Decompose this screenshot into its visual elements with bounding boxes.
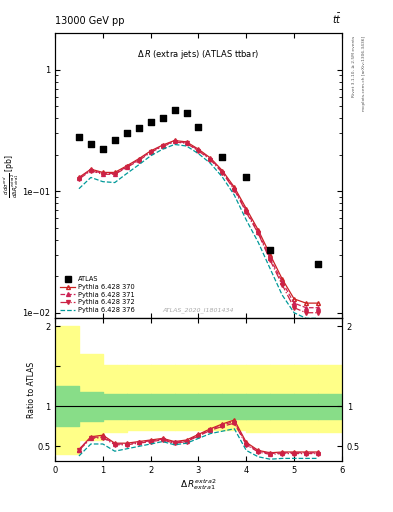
Text: Rivet 3.1.10, ≥ 2.5M events: Rivet 3.1.10, ≥ 2.5M events bbox=[352, 36, 356, 97]
X-axis label: $\Delta\,R^{extra2}_{extra1}$: $\Delta\,R^{extra2}_{extra1}$ bbox=[180, 477, 217, 493]
Text: $t\bar{t}$: $t\bar{t}$ bbox=[332, 12, 342, 26]
Y-axis label: Ratio to ATLAS: Ratio to ATLAS bbox=[27, 361, 36, 418]
ATLAS bbox=[160, 114, 166, 122]
ATLAS bbox=[112, 136, 118, 144]
Y-axis label: $\frac{d\,d\sigma^{ord}}{d\Delta R_{extra1}^{extra2}}$ [pb]: $\frac{d\,d\sigma^{ord}}{d\Delta R_{extr… bbox=[1, 154, 21, 198]
ATLAS bbox=[315, 260, 321, 268]
ATLAS bbox=[219, 153, 226, 161]
ATLAS bbox=[243, 174, 250, 182]
Legend: ATLAS, Pythia 6.428 370, Pythia 6.428 371, Pythia 6.428 372, Pythia 6.428 376: ATLAS, Pythia 6.428 370, Pythia 6.428 37… bbox=[58, 273, 138, 315]
ATLAS bbox=[171, 105, 178, 114]
ATLAS bbox=[195, 123, 202, 131]
ATLAS bbox=[76, 133, 82, 141]
ATLAS bbox=[184, 109, 190, 117]
Text: ATLAS_2020_I1801434: ATLAS_2020_I1801434 bbox=[163, 307, 234, 313]
ATLAS bbox=[124, 129, 130, 137]
ATLAS bbox=[88, 140, 94, 148]
Text: mcplots.cern.ch [arXiv:1306.3436]: mcplots.cern.ch [arXiv:1306.3436] bbox=[362, 36, 365, 111]
ATLAS bbox=[100, 144, 106, 153]
Text: $\Delta\,R$ (extra jets) (ATLAS ttbar): $\Delta\,R$ (extra jets) (ATLAS ttbar) bbox=[138, 48, 259, 60]
ATLAS bbox=[267, 246, 274, 254]
Text: 13000 GeV pp: 13000 GeV pp bbox=[55, 15, 125, 26]
ATLAS bbox=[136, 124, 142, 133]
ATLAS bbox=[147, 118, 154, 126]
